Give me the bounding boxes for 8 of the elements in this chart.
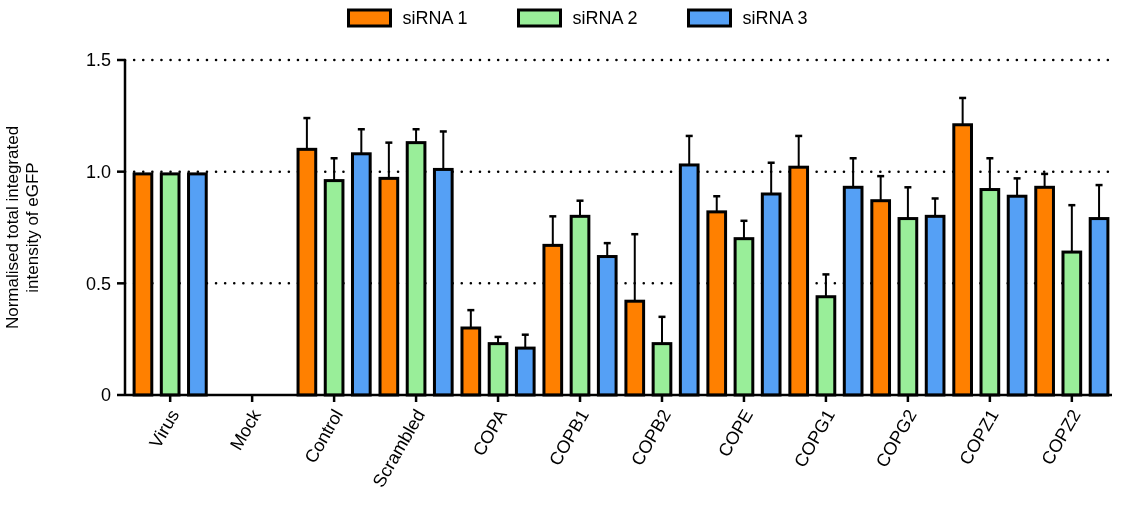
y-tick-label: 0.5 xyxy=(85,273,111,294)
legend-label: siRNA 3 xyxy=(742,8,808,29)
y-tick-label: 0 xyxy=(100,385,111,406)
y-tick-label: 1.5 xyxy=(85,50,111,71)
legend-label: siRNA 2 xyxy=(572,8,638,29)
legend-label: siRNA 1 xyxy=(402,8,468,29)
y-tick-label: 1.0 xyxy=(85,161,111,182)
y-axis-title: Normalised total integrated intensity of eGFP xyxy=(2,125,43,330)
